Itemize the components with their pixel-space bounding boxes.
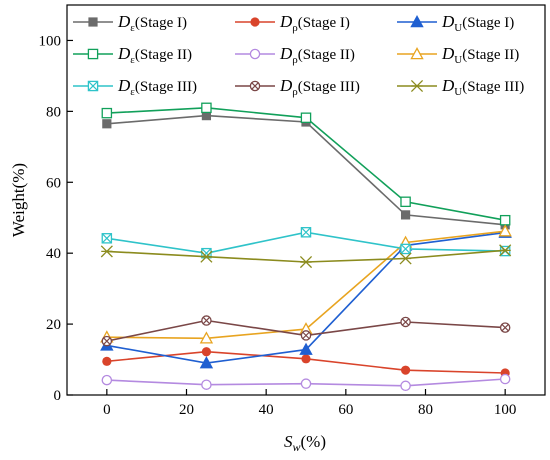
legend-marker <box>410 79 424 93</box>
x-axis-label: Sw(%) <box>284 432 326 454</box>
x-tick-label: 20 <box>179 402 194 418</box>
series-2 <box>102 347 510 378</box>
x-tick-label: 80 <box>418 402 433 418</box>
data-point <box>300 112 312 123</box>
data-point <box>498 224 512 237</box>
series-9 <box>100 244 512 269</box>
legend-label: Dρ(Stage II) <box>279 44 355 66</box>
legend-label: Dε(Stage II) <box>117 44 192 66</box>
data-point <box>201 315 212 326</box>
legend-label: Dρ(Stage I) <box>279 12 350 34</box>
data-point <box>400 316 411 328</box>
legend-label: DU(Stage I) <box>441 12 514 34</box>
legend-item: DU(Stage II) <box>397 44 519 66</box>
series-3 <box>100 225 512 369</box>
series-7 <box>101 227 511 259</box>
legend-marker <box>249 48 261 60</box>
data-point <box>301 354 311 364</box>
series-8 <box>101 315 511 347</box>
y-axis-label: Weight(%) <box>9 163 28 237</box>
x-tick-label: 0 <box>103 402 111 418</box>
legend-marker <box>410 15 424 28</box>
data-point <box>400 380 411 392</box>
legend-item: DU(Stage I) <box>397 12 514 34</box>
y-tick-label: 20 <box>46 317 61 333</box>
series-6 <box>100 224 512 344</box>
x-tick-label: 60 <box>338 402 353 418</box>
y-tick-label: 0 <box>54 388 62 404</box>
series-line <box>106 249 506 263</box>
series-4 <box>101 102 511 226</box>
data-point <box>499 214 511 226</box>
data-point <box>200 250 213 263</box>
data-point <box>499 373 511 385</box>
data-point <box>101 374 113 386</box>
x-tick-label: 100 <box>494 402 517 418</box>
data-point <box>399 252 412 265</box>
data-point <box>400 210 411 220</box>
legend-marker <box>250 17 260 27</box>
y-tick-label: 80 <box>46 104 61 120</box>
plot-frame <box>66 4 546 396</box>
data-point <box>400 196 411 208</box>
y-tick-label: 60 <box>46 175 61 191</box>
series-5 <box>101 373 511 392</box>
legend-item: Dε(Stage III) <box>73 76 197 98</box>
data-point <box>102 356 112 366</box>
data-point <box>201 102 212 114</box>
legend-marker <box>88 17 98 27</box>
legend-item: Dρ(Stage I) <box>235 12 350 34</box>
legend-item: Dρ(Stage II) <box>235 44 355 66</box>
legend: Dε(Stage I) Dρ(Stage I) DU(Stage I) Dε(Stag… <box>73 12 524 98</box>
legend-marker <box>87 80 99 92</box>
data-point <box>300 227 312 238</box>
data-point <box>400 243 411 255</box>
ticks: 0 20 40 60 80 100 0 20 40 60 80 100 <box>39 33 517 418</box>
data-point <box>101 335 113 347</box>
data-point <box>300 378 312 389</box>
y-tick-label: 100 <box>39 33 62 49</box>
data-point <box>100 245 113 258</box>
data-point <box>499 322 511 333</box>
legend-label: DU(Stage II) <box>441 44 519 66</box>
legend-label: DU(Stage III) <box>441 76 524 98</box>
legend-label: Dε(Stage I) <box>117 12 187 34</box>
data-point <box>400 365 411 375</box>
x-tick-label: 40 <box>259 402 274 418</box>
data-point <box>102 119 112 129</box>
data-point <box>201 379 212 390</box>
series-1 <box>102 111 510 230</box>
legend-item: Dρ(Stage III) <box>235 76 360 98</box>
y-tick-label: 40 <box>46 246 61 262</box>
legend-item: Dε(Stage I) <box>73 12 187 34</box>
legend-marker <box>249 80 261 92</box>
data-point <box>499 244 512 257</box>
data-point <box>199 356 214 369</box>
data-point <box>101 107 113 119</box>
legend-label: Dε(Stage III) <box>117 76 197 98</box>
data-point <box>300 330 312 341</box>
legend-label: Dρ(Stage III) <box>279 76 360 98</box>
legend-marker <box>87 48 99 60</box>
data-point <box>299 342 313 355</box>
series-layer <box>100 102 512 392</box>
data-point <box>199 331 214 344</box>
legend-item: DU(Stage III) <box>397 76 524 98</box>
legend-marker <box>410 47 424 60</box>
legend-item: Dε(Stage II) <box>73 44 192 66</box>
data-point <box>299 255 313 269</box>
data-point <box>101 233 113 244</box>
data-point <box>201 347 212 357</box>
data-point <box>201 111 212 121</box>
